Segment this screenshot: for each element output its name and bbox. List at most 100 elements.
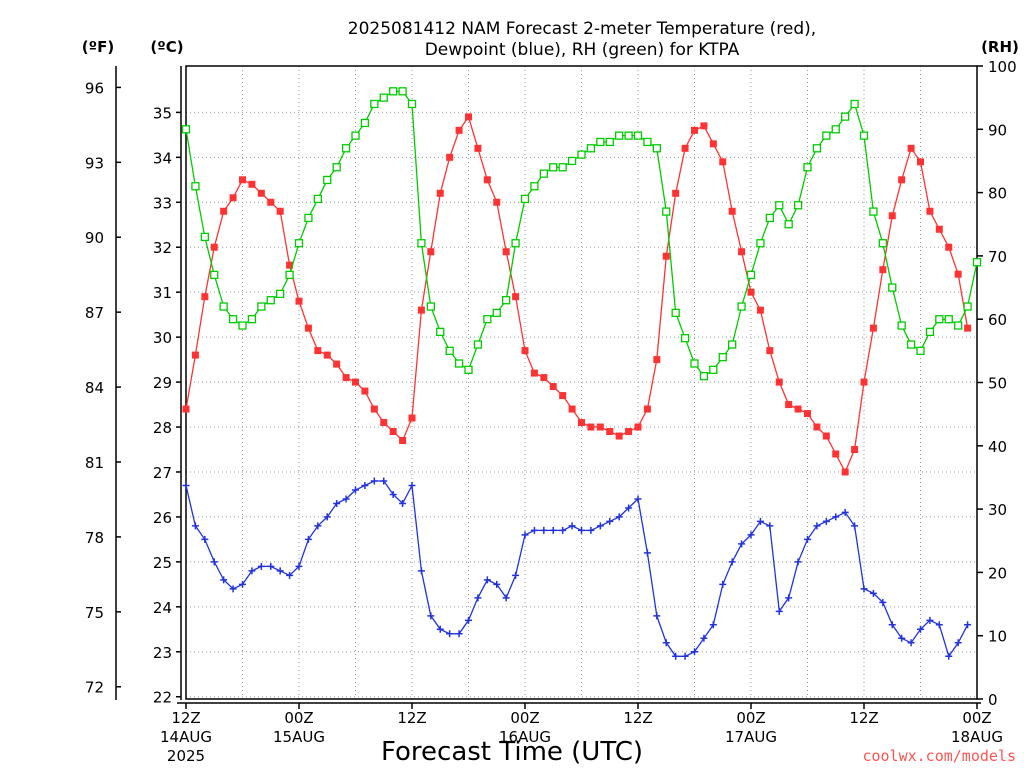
temperature-point [681, 144, 689, 152]
rh-point [567, 156, 577, 166]
dewpoint-point [314, 522, 322, 530]
rh-point [803, 163, 812, 172]
dewpoint-point [700, 634, 708, 642]
rh-point [812, 144, 822, 153]
temperature-point [625, 428, 633, 436]
temperature-point [446, 153, 454, 161]
rh-point [746, 270, 756, 280]
dewpoint-point [813, 522, 821, 530]
chart-title-line2: Dewpoint (blue), RH (green) for KTPA [425, 40, 740, 60]
temperature-series [182, 113, 972, 476]
fahrenheit-tick-label: 87 [85, 304, 104, 322]
temperature-point [813, 423, 821, 431]
temperature-point [709, 140, 717, 148]
temperature-point [201, 293, 209, 301]
dewpoint-point [879, 598, 887, 606]
temperature-point [643, 405, 651, 413]
grid-lines [186, 66, 977, 699]
rh-point [690, 359, 699, 368]
rh-point [379, 93, 388, 102]
dewpoint-point [568, 522, 576, 530]
rh-point [511, 239, 520, 248]
rh-point [662, 207, 671, 216]
dewpoint-point [766, 522, 774, 530]
temperature-point [907, 144, 915, 152]
dewpoint-point [276, 567, 284, 575]
temperature-point [549, 383, 557, 391]
dewpoint-point [352, 486, 359, 494]
temperature-point [182, 405, 190, 413]
temperature-point [954, 270, 962, 278]
rh-point [323, 175, 332, 185]
rh-point [615, 131, 624, 140]
rh-point [605, 137, 614, 147]
dewpoint-point [625, 504, 633, 512]
temperature-point [408, 414, 416, 422]
dewpoint-point [389, 490, 397, 498]
dewpoint-point [380, 477, 388, 485]
dewpoint-point [822, 517, 830, 525]
dewpoint-point [342, 495, 350, 503]
temperature-point [229, 194, 237, 202]
rh-tick-label: 10 [988, 628, 1007, 646]
rh-tick-label: 80 [988, 185, 1007, 203]
chart-title-line1: 2025081412 NAM Forecast 2-meter Temperat… [348, 19, 816, 39]
rh-point [680, 334, 690, 343]
temperature-point [700, 122, 708, 130]
rh-point [935, 315, 944, 324]
dewpoint-point [417, 567, 425, 575]
rh-point [228, 315, 238, 324]
dewpoint-point [935, 621, 943, 629]
temperature-point [380, 419, 388, 427]
celsius-tick-label: 29 [153, 374, 172, 392]
temperature-point [662, 252, 670, 260]
temperature-point [455, 126, 463, 134]
rh-point [756, 239, 765, 248]
dewpoint-point [521, 531, 529, 539]
dewpoint-point [841, 508, 849, 516]
temperature-point [775, 378, 783, 386]
rh-point [841, 112, 850, 121]
temperature-point [634, 423, 642, 431]
temperature-point [248, 180, 256, 188]
temperature-point [879, 266, 887, 274]
dewpoint-point [493, 580, 501, 588]
temperature-point [493, 198, 501, 206]
temperature-point [521, 347, 529, 355]
temperature-point [502, 248, 510, 256]
dewpoint-point [540, 526, 548, 534]
temperature-point [540, 374, 548, 382]
temperature-point [766, 347, 774, 355]
celsius-tick-label: 30 [153, 329, 172, 347]
temperature-point [352, 378, 359, 386]
temperature-point [578, 419, 585, 427]
temperature-point [399, 437, 407, 445]
temperature-point [427, 248, 435, 256]
x-tick-date-label: 18AUG [951, 728, 1003, 746]
temperature-point [653, 356, 661, 364]
dewpoint-point [182, 481, 190, 489]
dewpoint-point [596, 522, 604, 530]
dewpoint-point [549, 526, 557, 534]
rh-point [878, 239, 887, 248]
rh-point [266, 296, 275, 305]
fahrenheit-tick-label: 90 [85, 229, 104, 247]
unit-label-rh: (RH) [981, 38, 1019, 56]
rh-point [972, 258, 982, 267]
celsius-tick-label: 25 [153, 554, 172, 572]
temperature-point [898, 176, 906, 184]
dewpoint-point [427, 612, 435, 620]
x-tick-date-label: 14AUG [160, 728, 212, 746]
temperature-point [559, 392, 567, 400]
celsius-tick-label: 34 [153, 149, 172, 167]
rh-point [577, 150, 586, 159]
temperature-point [596, 423, 604, 431]
temperature-point [785, 401, 793, 409]
credit-label: coolwx.com/models [862, 747, 1016, 765]
rh-point [200, 232, 209, 242]
rh-tick-label: 50 [988, 375, 1007, 393]
rh-point [869, 207, 878, 216]
x-tick-time-label: 12Z [397, 709, 426, 727]
rh-point [520, 194, 530, 204]
